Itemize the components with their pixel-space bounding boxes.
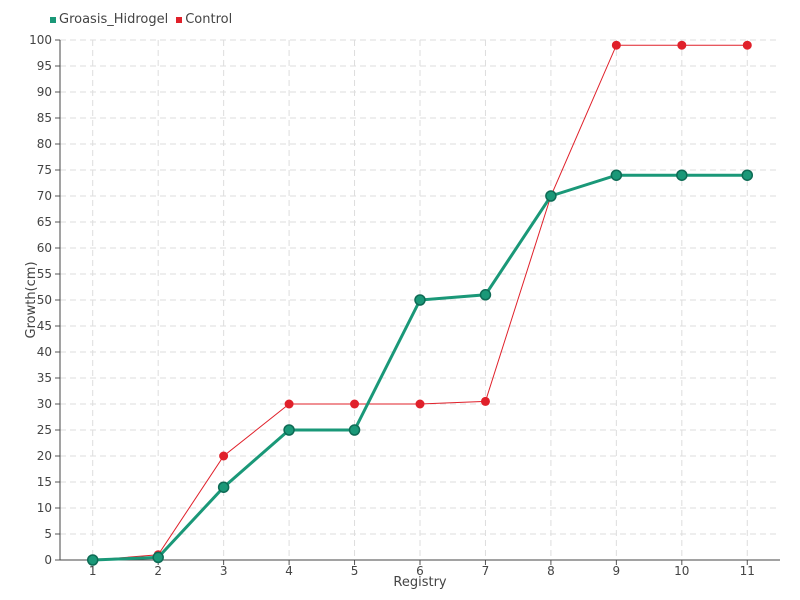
y-tick-label: 60 (37, 241, 52, 255)
data-point-control[interactable] (480, 396, 490, 406)
legend-item-groasis[interactable]: Groasis_Hidrogel (50, 12, 168, 27)
data-point-groasis[interactable] (217, 481, 230, 493)
y-tick-label: 15 (37, 475, 52, 489)
y-axis-label: Growth(cm) (24, 261, 39, 338)
y-tick-label: 85 (37, 111, 52, 125)
x-tick-label: 9 (613, 564, 621, 578)
x-tick-label: 11 (740, 564, 755, 578)
y-tick-label: 5 (44, 527, 52, 541)
x-tick-label: 3 (220, 564, 228, 578)
data-point-control[interactable] (219, 451, 229, 461)
data-point-groasis[interactable] (86, 554, 99, 566)
legend-label-groasis: Groasis_Hidrogel (59, 12, 169, 27)
y-tick-label: 0 (44, 553, 52, 567)
legend: Groasis_Hidrogel Control (50, 12, 240, 27)
x-tick-label: 4 (285, 564, 293, 578)
x-tick-label: 2 (154, 564, 162, 578)
data-point-groasis[interactable] (152, 551, 164, 564)
data-point-control[interactable] (350, 399, 360, 409)
x-tick-label: 5 (351, 564, 359, 578)
x-tick-label: 6 (416, 564, 424, 578)
data-point-groasis[interactable] (348, 424, 361, 436)
y-tick-label: 70 (37, 189, 52, 203)
y-tick-label: 45 (37, 319, 52, 333)
data-point-control[interactable] (742, 40, 752, 50)
legend-swatch-control (176, 16, 183, 23)
data-point-groasis[interactable] (741, 169, 754, 181)
x-tick-label: 1 (89, 564, 97, 578)
data-point-groasis[interactable] (610, 169, 623, 181)
y-tick-label: 35 (37, 371, 52, 385)
data-point-control[interactable] (611, 40, 621, 50)
y-tick-label: 100 (29, 33, 52, 47)
data-point-control[interactable] (284, 399, 294, 409)
y-tick-label: 20 (37, 449, 52, 463)
legend-swatch-groasis (50, 16, 56, 23)
y-tick-label: 55 (37, 267, 52, 281)
data-point-groasis[interactable] (414, 294, 426, 306)
x-tick-label: 10 (674, 564, 689, 578)
y-tick-label: 30 (37, 397, 52, 411)
data-point-control[interactable] (415, 399, 425, 409)
y-tick-label: 10 (37, 501, 52, 515)
legend-label-control: Control (185, 12, 233, 27)
x-tick-label: 8 (547, 564, 555, 578)
y-tick-label: 40 (37, 345, 52, 359)
y-tick-label: 75 (37, 163, 52, 177)
y-tick-label: 95 (37, 59, 52, 73)
x-tick-label: 7 (482, 564, 490, 578)
y-tick-label: 50 (37, 293, 52, 307)
data-point-groasis[interactable] (479, 289, 492, 301)
x-axis-label: Registry (393, 575, 447, 590)
y-tick-label: 80 (37, 137, 52, 151)
data-point-groasis[interactable] (545, 190, 557, 202)
data-point-groasis[interactable] (283, 424, 295, 436)
y-tick-label: 25 (37, 423, 52, 437)
y-tick-label: 65 (37, 215, 52, 229)
y-tick-label: 90 (37, 85, 52, 99)
data-point-control[interactable] (677, 40, 687, 50)
legend-item-control[interactable]: Control (176, 12, 232, 27)
data-point-groasis[interactable] (676, 169, 688, 181)
